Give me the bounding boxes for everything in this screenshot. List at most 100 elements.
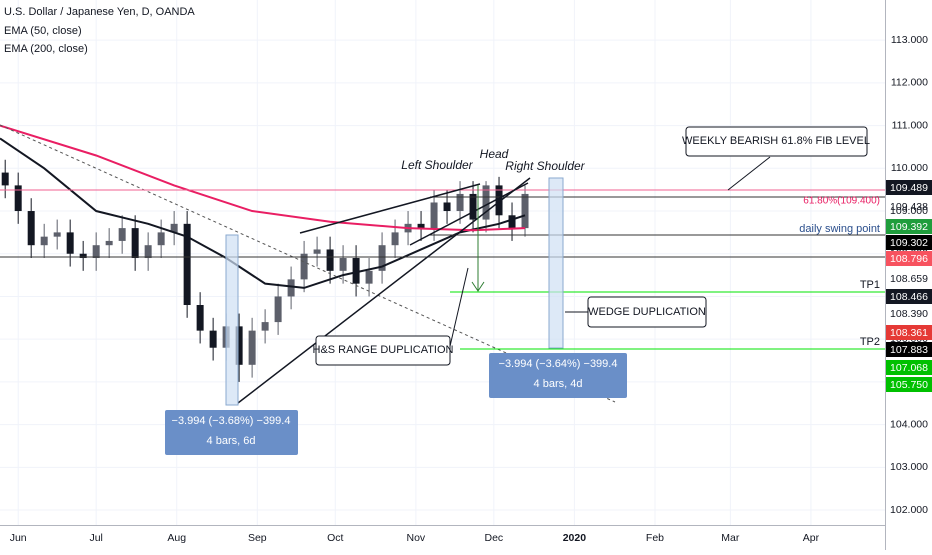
- candle-body: [40, 236, 48, 246]
- measure-text: 4 bars, 6d: [207, 435, 256, 447]
- measure-text: −3.994 (−3.68%) −399.4: [172, 415, 291, 427]
- price-label-bg: [886, 377, 932, 392]
- callout-text: H&S RANGE DUPLICATION: [313, 344, 454, 356]
- callout-line: [727, 156, 771, 191]
- price-label-bg: [886, 251, 932, 266]
- callout-text: WEDGE DUPLICATION: [588, 306, 706, 318]
- indicator-label: EMA (200, close): [4, 43, 88, 55]
- candle-body: [248, 330, 256, 365]
- wedge-bottom: [237, 177, 531, 404]
- price-label: 108.361: [890, 327, 928, 339]
- candle-body: [352, 258, 360, 284]
- candle-body: [118, 228, 126, 241]
- candle-body: [339, 258, 347, 271]
- ema-line: [0, 124, 526, 232]
- pattern-label: Left Shoulder: [401, 158, 473, 172]
- pattern-label: Head: [480, 147, 509, 161]
- tp-label: TP2: [860, 336, 880, 348]
- measure-text: −3.994 (−3.64%) −399.4: [499, 358, 618, 370]
- header: U.S. Dollar / Japanese Yen, D, OANDA EMA…: [4, 6, 195, 55]
- candle-body: [105, 240, 113, 246]
- y-tick-label: 109.000: [890, 205, 928, 217]
- x-tick-label: Aug: [167, 532, 186, 544]
- price-label: 105.750: [890, 379, 928, 391]
- price-label: 108.659: [890, 273, 928, 285]
- candle-body: [456, 193, 464, 212]
- pattern-label: Right Shoulder: [505, 159, 585, 173]
- x-tick-label: Oct: [327, 532, 343, 544]
- candle-body: [14, 185, 22, 212]
- price-label: 108.466: [890, 291, 928, 303]
- y-tick-label: 103.000: [890, 461, 928, 473]
- candle-body: [365, 270, 373, 284]
- callout-box: [315, 335, 451, 366]
- price-label: 108.390: [890, 308, 928, 320]
- dashed-trendline: [0, 124, 616, 403]
- price-label: 107.068: [890, 362, 928, 374]
- drawings: [0, 124, 885, 455]
- candle-body: [1, 172, 9, 186]
- candle-body: [79, 253, 87, 259]
- candle-body: [209, 330, 217, 348]
- tp-label: TP1: [860, 279, 880, 291]
- y-tick-label: 104.000: [890, 418, 928, 430]
- candle-body: [378, 245, 386, 271]
- x-tick-label: 2020: [563, 532, 587, 544]
- price-label-bg: [886, 360, 932, 375]
- price-label: 109.392: [890, 221, 928, 233]
- candle-body: [183, 223, 191, 306]
- candle-body: [261, 322, 269, 331]
- price-label: 109.438: [890, 201, 928, 213]
- x-tick-label: Dec: [484, 532, 503, 544]
- candle-body: [326, 249, 334, 271]
- candle-body: [66, 232, 74, 254]
- candle-body: [27, 211, 35, 246]
- x-tick-label: Sep: [248, 532, 267, 544]
- measure-range: [548, 177, 564, 349]
- y-tick-label: 110.000: [891, 162, 928, 174]
- price-label: 109.489: [890, 182, 928, 194]
- candle-body: [131, 228, 139, 259]
- candle-body: [92, 245, 100, 259]
- candle-body: [430, 202, 438, 229]
- price-label: 107.883: [890, 344, 928, 356]
- grid: [0, 0, 885, 525]
- price-labels: 109.489 109.438 109.392 109.302 108.796 …: [886, 180, 932, 392]
- price-label-bg: [886, 235, 932, 250]
- x-tick-label: Mar: [721, 532, 740, 544]
- price-label-bg: [886, 219, 932, 234]
- callout-box: [685, 126, 868, 157]
- candle-body: [417, 223, 425, 229]
- candle-body: [469, 193, 477, 220]
- y-tick-label: 111.000: [892, 119, 929, 131]
- y-tick-label: 113.000: [891, 34, 928, 46]
- candle-body: [300, 253, 308, 280]
- x-tick-label: Jul: [89, 532, 102, 544]
- candle-body: [287, 279, 295, 297]
- callout-text: WEEKLY BEARISH 61.8% FIB LEVEL: [682, 135, 870, 147]
- candle-body: [144, 245, 152, 259]
- candle-body: [443, 202, 451, 212]
- price-label-bg: [886, 325, 932, 340]
- neckline: [409, 182, 529, 246]
- hs-arrowhead: [471, 281, 485, 292]
- measure-range: [225, 234, 239, 406]
- price-label-bg: [886, 342, 932, 357]
- candle-body: [391, 232, 399, 246]
- candle-body: [274, 296, 282, 323]
- candle-body: [482, 185, 490, 220]
- x-tick-label: Jun: [10, 532, 27, 544]
- callout-line: [447, 267, 469, 356]
- candle-body: [495, 185, 503, 216]
- x-tick-label: Nov: [407, 532, 426, 544]
- y-tick-label: 112.000: [891, 77, 928, 89]
- candle-body: [313, 249, 321, 254]
- wedge-top: [299, 183, 481, 234]
- measure-box: [165, 410, 298, 455]
- candle-body: [196, 305, 204, 331]
- price-label-bg: [886, 289, 932, 304]
- candle-body: [53, 232, 61, 237]
- indicator-label: EMA (50, close): [4, 25, 82, 37]
- x-tick-label: Apr: [803, 532, 820, 544]
